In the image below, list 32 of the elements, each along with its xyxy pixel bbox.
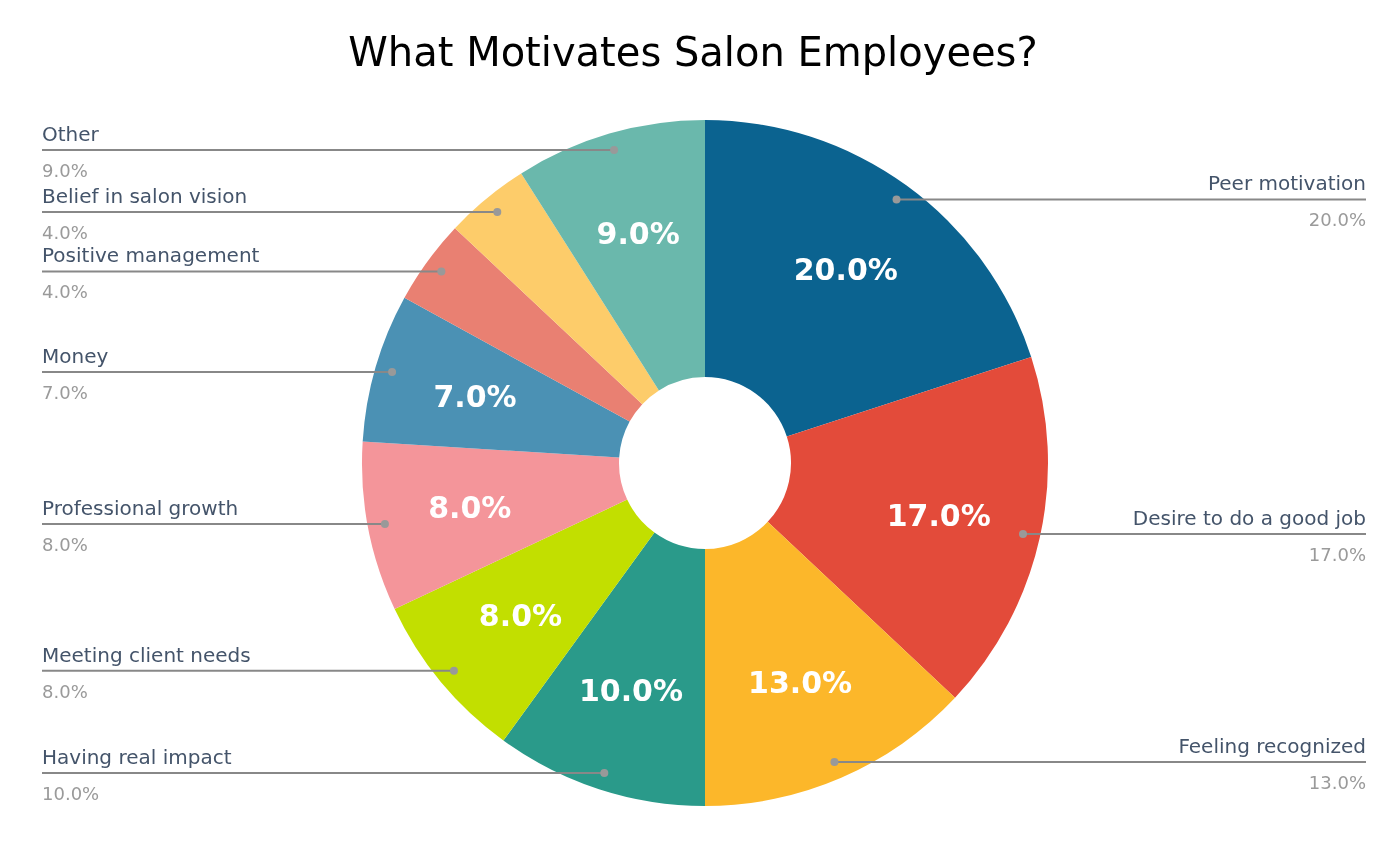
slice-label: Desire to do a good job <box>1132 506 1366 531</box>
data-label: 7.0% <box>433 378 517 414</box>
slice-label: Meeting client needs <box>42 642 251 667</box>
donut-slice <box>362 297 630 458</box>
text: 10.0% <box>42 782 100 804</box>
donut-slice <box>521 120 705 391</box>
slice-label: Professional growth <box>42 496 239 521</box>
text: 9.0% <box>42 160 88 182</box>
slice-label: Other <box>42 122 100 147</box>
slice-label: Having real impact <box>42 744 232 769</box>
donut-slice <box>705 120 1032 437</box>
slice-label: Money <box>42 344 109 369</box>
slice-label: Belief in salon vision <box>42 183 248 208</box>
data-label: 4.0% <box>42 281 88 303</box>
data-label: 8.0% <box>478 598 563 634</box>
text: 13.0% <box>1308 772 1366 794</box>
data-label: 17.0% <box>886 497 991 533</box>
data-label: 4.0% <box>42 221 88 243</box>
slice-label: Positive management <box>42 243 260 268</box>
data-label: 9.0% <box>596 215 680 251</box>
data-label: 10.0% <box>578 673 684 709</box>
chart-title: What Motivates Salon Employees? <box>348 29 1038 75</box>
text: 8.0% <box>42 680 88 702</box>
data-label: 13.0% <box>748 665 853 701</box>
text: 17.0% <box>1308 544 1366 566</box>
text: 20.0% <box>1308 209 1366 231</box>
slice-label: Peer motivation <box>1207 171 1366 196</box>
text: 7.0% <box>42 382 88 404</box>
data-label: 8.0% <box>428 490 512 526</box>
text: 8.0% <box>42 534 88 556</box>
slice-label: Feeling recognized <box>1178 734 1366 759</box>
data-label: 20.0% <box>793 251 898 287</box>
